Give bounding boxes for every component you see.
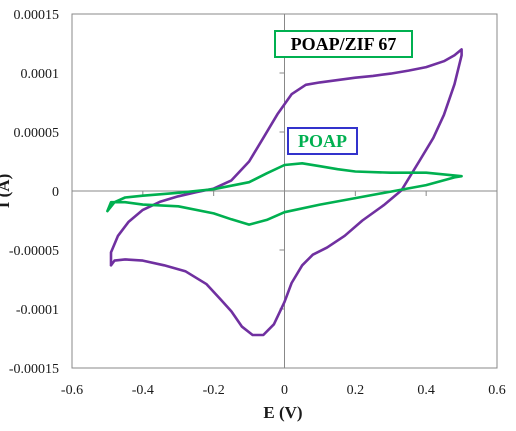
y-tick-label: -0.0001 (16, 303, 59, 318)
legend-layer: POAP/ZIF 67 POAP (274, 30, 413, 155)
y-tick-label: 0.00005 (14, 126, 60, 141)
x-tick-label: 0.6 (488, 383, 506, 398)
series-label-box-poap (287, 127, 358, 155)
y-axis: -0.00015 -0.0001 -0.00005 0 0.00005 0.0001 0.0… (9, 8, 285, 377)
x-axis-title: E (V) (263, 403, 302, 422)
x-axis: -0.6 -0.4 -0.2 0 0.2 0.4 0.6 (61, 190, 506, 398)
series-label-box-poap-zif-67 (274, 30, 413, 58)
series-label-poap: POAP (298, 131, 347, 151)
x-tick-label: -0.6 (61, 383, 83, 398)
series-line-poap-zif-67 (109, 48, 463, 337)
y-tick-label: 0 (52, 185, 59, 200)
y-tick-label: 0.00015 (14, 8, 60, 23)
x-tick-label: 0.4 (417, 383, 435, 398)
y-tick-label: -0.00005 (9, 244, 59, 259)
y-tick-label: 0.0001 (21, 67, 60, 82)
y-axis-title: I (A) (0, 174, 13, 208)
y-tick-label: -0.00015 (9, 362, 59, 377)
series-line-poap (106, 162, 463, 226)
x-tick-label: 0.2 (347, 383, 365, 398)
x-tick-label: -0.4 (132, 383, 154, 398)
x-tick-label: 0 (281, 383, 288, 398)
x-tick-label: -0.2 (203, 383, 225, 398)
series-layer (106, 48, 463, 337)
series-label-poap-zif-67: POAP/ZIF 67 (291, 34, 397, 54)
